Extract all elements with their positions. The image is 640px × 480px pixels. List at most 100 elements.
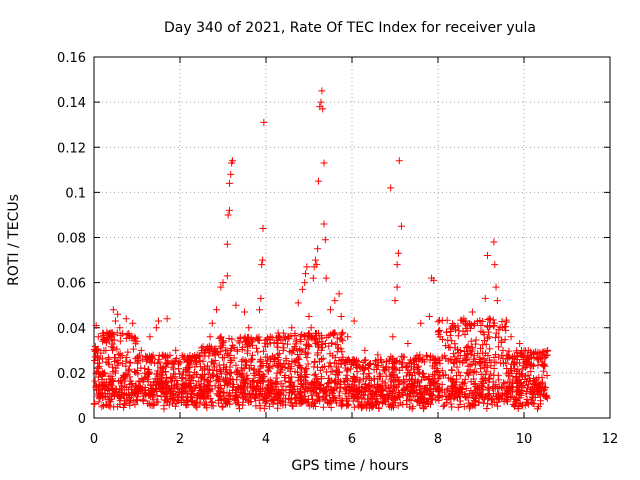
data-point <box>385 365 393 373</box>
data-point <box>502 316 510 324</box>
data-point <box>92 321 100 329</box>
data-point <box>113 329 121 337</box>
data-point <box>319 105 327 113</box>
data-point <box>298 380 306 388</box>
data-point <box>231 396 239 404</box>
data-point <box>297 393 305 401</box>
data-point <box>202 347 210 355</box>
data-point <box>413 389 421 397</box>
data-point <box>156 363 164 371</box>
data-point <box>93 367 101 375</box>
data-point <box>516 340 524 348</box>
data-point <box>184 371 192 379</box>
data-point <box>176 388 184 396</box>
data-point <box>332 366 340 374</box>
data-point <box>398 352 406 360</box>
data-point <box>303 354 311 362</box>
data-point <box>116 337 124 345</box>
data-point <box>259 347 267 355</box>
data-point <box>111 369 119 377</box>
data-point <box>413 363 421 371</box>
data-point <box>325 362 333 370</box>
data-point <box>299 285 307 293</box>
data-point <box>495 343 503 351</box>
data-point <box>345 394 353 402</box>
data-point <box>421 374 429 382</box>
data-point <box>366 381 374 389</box>
data-point <box>372 358 380 366</box>
data-point <box>275 349 283 357</box>
data-point <box>481 376 489 384</box>
data-point <box>274 354 282 362</box>
data-point <box>366 361 374 369</box>
data-point <box>375 382 383 390</box>
data-point <box>287 378 295 386</box>
data-point <box>481 294 489 302</box>
data-point <box>435 316 443 324</box>
data-point <box>461 375 469 383</box>
x-tick-label: 12 <box>602 432 619 447</box>
data-point <box>422 351 430 359</box>
data-point <box>101 336 109 344</box>
data-point <box>155 384 163 392</box>
data-point <box>149 381 157 389</box>
data-point <box>215 399 223 407</box>
data-point <box>145 368 153 376</box>
data-point <box>298 364 306 372</box>
data-point <box>431 370 439 378</box>
data-point <box>116 324 124 332</box>
data-point <box>199 390 207 398</box>
data-point <box>504 378 512 386</box>
data-point <box>519 365 527 373</box>
data-point <box>279 329 287 337</box>
data-point <box>252 344 260 352</box>
data-point <box>132 381 140 389</box>
data-point <box>204 365 212 373</box>
data-point <box>415 370 423 378</box>
data-point <box>303 263 311 271</box>
data-point <box>213 367 221 375</box>
data-point <box>273 361 281 369</box>
data-point <box>293 390 301 398</box>
data-point <box>141 389 149 397</box>
data-point <box>355 363 363 371</box>
data-point <box>169 395 177 403</box>
data-point <box>329 386 337 394</box>
data-point <box>473 317 481 325</box>
data-point <box>119 404 127 412</box>
data-point <box>439 336 447 344</box>
data-point <box>311 256 319 264</box>
data-point <box>425 373 433 381</box>
data-point <box>499 346 507 354</box>
data-point <box>238 357 246 365</box>
data-point <box>109 384 117 392</box>
data-point <box>259 256 267 264</box>
data-point <box>264 363 272 371</box>
data-point <box>247 355 255 363</box>
data-point <box>452 326 460 334</box>
data-point <box>294 362 302 370</box>
data-point <box>442 328 450 336</box>
data-point <box>517 371 525 379</box>
data-point <box>477 344 485 352</box>
data-point <box>436 386 444 394</box>
data-point <box>484 363 492 371</box>
data-point <box>269 362 277 370</box>
data-point <box>191 384 199 392</box>
data-point <box>153 392 161 400</box>
data-point <box>456 400 464 408</box>
data-point <box>335 392 343 400</box>
data-point <box>258 261 266 269</box>
data-point <box>393 383 401 391</box>
data-point <box>467 337 475 345</box>
data-point <box>139 396 147 404</box>
data-point <box>543 372 551 380</box>
data-point <box>147 389 155 397</box>
data-point <box>174 396 182 404</box>
data-point <box>142 390 150 398</box>
data-point <box>230 354 238 362</box>
data-point <box>244 375 252 383</box>
data-point <box>524 399 532 407</box>
data-point <box>512 372 520 380</box>
data-point <box>375 405 383 413</box>
